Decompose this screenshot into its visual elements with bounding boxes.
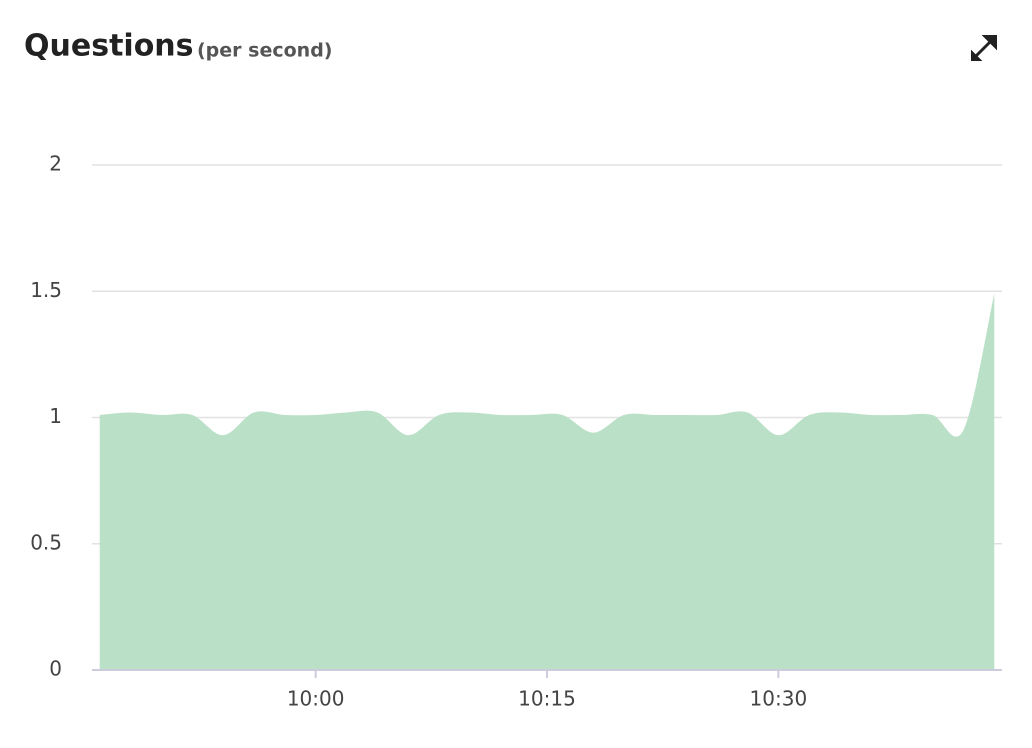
x-tick-label: 10:15	[518, 687, 576, 711]
area	[99, 293, 995, 670]
expand-icon[interactable]	[971, 35, 997, 61]
chart-title: Questions	[24, 29, 194, 64]
y-tick-label: 1.5	[30, 278, 62, 302]
y-tick-label: 1	[49, 404, 62, 428]
icon-arrows	[971, 35, 997, 61]
x-tick-label: 10:00	[287, 687, 345, 711]
y-tick-label: 2	[49, 152, 62, 176]
x-tick-label: 10:30	[750, 687, 808, 711]
y-tick-label: 0.5	[30, 530, 62, 554]
chart-subtitle: (per second)	[197, 40, 332, 62]
y-tick-label: 0	[49, 657, 62, 681]
